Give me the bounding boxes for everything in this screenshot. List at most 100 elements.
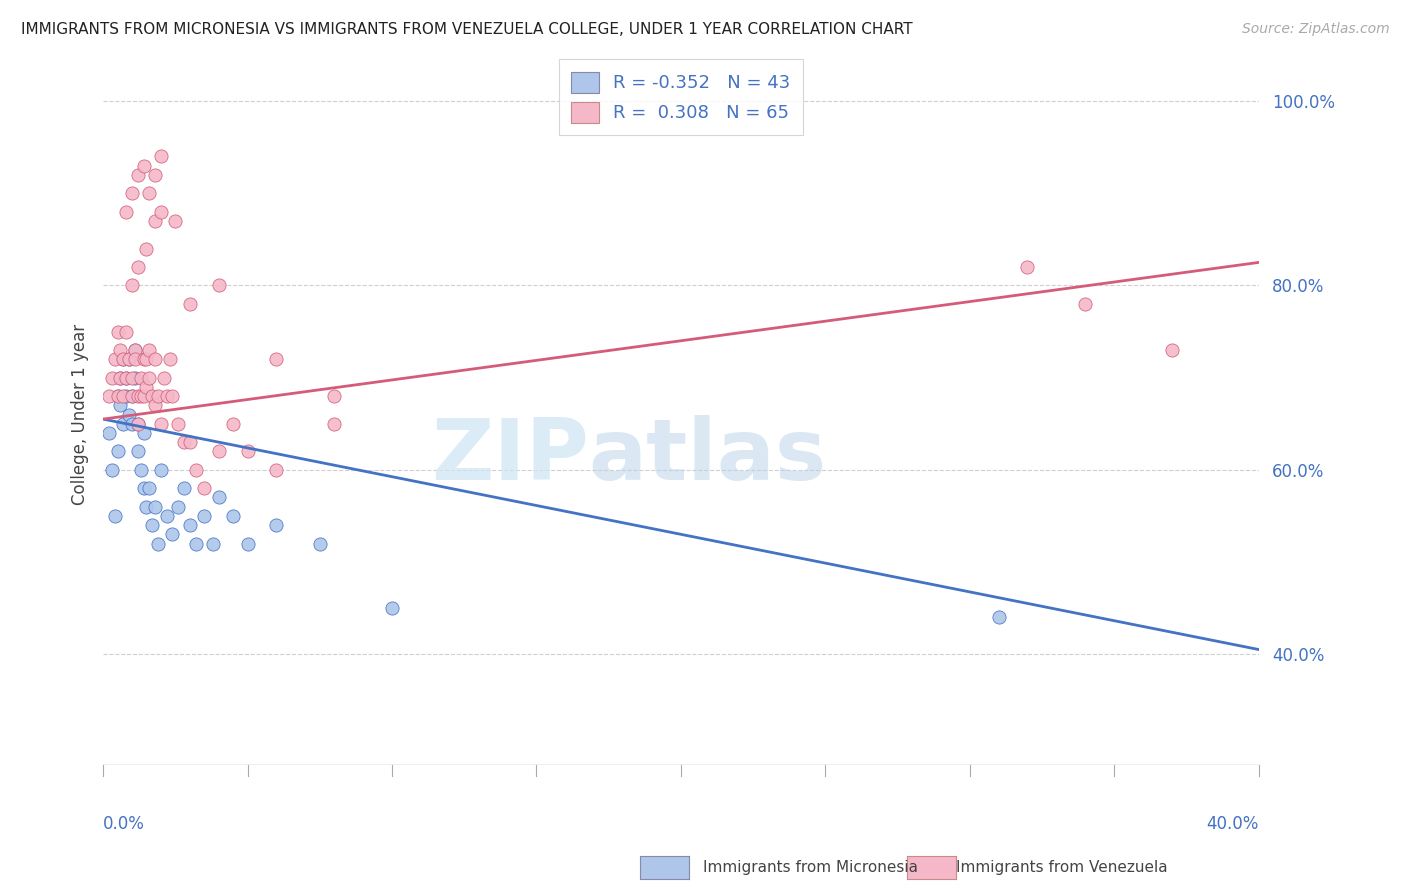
Point bbox=[173, 481, 195, 495]
Point bbox=[124, 352, 146, 367]
Point bbox=[266, 463, 288, 477]
Point bbox=[323, 389, 346, 403]
Point bbox=[143, 168, 166, 182]
Point bbox=[129, 389, 152, 403]
Point bbox=[143, 500, 166, 514]
Point bbox=[138, 186, 160, 201]
Point bbox=[156, 389, 179, 403]
Point bbox=[162, 389, 184, 403]
Point bbox=[127, 260, 149, 274]
Text: Immigrants from Micronesia: Immigrants from Micronesia bbox=[703, 860, 918, 874]
Point bbox=[132, 481, 155, 495]
Point bbox=[127, 444, 149, 458]
Point bbox=[124, 370, 146, 384]
Point bbox=[179, 518, 201, 533]
Text: Source: ZipAtlas.com: Source: ZipAtlas.com bbox=[1241, 22, 1389, 37]
Point bbox=[132, 425, 155, 440]
Point bbox=[266, 352, 288, 367]
Point bbox=[121, 389, 143, 403]
Point bbox=[129, 463, 152, 477]
Point bbox=[121, 417, 143, 431]
Point bbox=[112, 352, 135, 367]
Point bbox=[222, 417, 245, 431]
Point bbox=[118, 408, 141, 422]
Point bbox=[159, 352, 181, 367]
Point bbox=[208, 444, 231, 458]
Point bbox=[118, 352, 141, 367]
Point bbox=[222, 508, 245, 523]
Point bbox=[201, 536, 224, 550]
Point bbox=[146, 536, 169, 550]
Point bbox=[193, 481, 215, 495]
Point bbox=[121, 370, 143, 384]
Point bbox=[1161, 343, 1184, 357]
Point bbox=[236, 444, 259, 458]
Point bbox=[381, 601, 404, 615]
Point bbox=[135, 352, 157, 367]
Point bbox=[110, 370, 132, 384]
Point bbox=[167, 417, 190, 431]
Point bbox=[149, 417, 172, 431]
Point bbox=[104, 352, 127, 367]
Text: Immigrants from Venezuela: Immigrants from Venezuela bbox=[956, 860, 1168, 874]
Legend: R = -0.352   N = 43, R =  0.308   N = 65: R = -0.352 N = 43, R = 0.308 N = 65 bbox=[558, 60, 803, 136]
Point bbox=[141, 518, 163, 533]
Text: ZIP: ZIP bbox=[430, 415, 589, 498]
Point bbox=[146, 389, 169, 403]
Point bbox=[135, 242, 157, 256]
Point bbox=[141, 389, 163, 403]
Point bbox=[184, 536, 207, 550]
Point bbox=[179, 297, 201, 311]
Point bbox=[149, 204, 172, 219]
Point bbox=[97, 425, 120, 440]
Point bbox=[152, 370, 174, 384]
Point bbox=[208, 278, 231, 293]
Text: atlas: atlas bbox=[589, 415, 827, 498]
Point bbox=[165, 214, 187, 228]
Point bbox=[323, 417, 346, 431]
Point bbox=[173, 435, 195, 450]
Point bbox=[1074, 297, 1097, 311]
Point bbox=[112, 352, 135, 367]
Point bbox=[127, 417, 149, 431]
Point bbox=[143, 398, 166, 412]
Point bbox=[143, 214, 166, 228]
Point bbox=[138, 481, 160, 495]
Point bbox=[149, 463, 172, 477]
Point bbox=[118, 352, 141, 367]
Y-axis label: College, Under 1 year: College, Under 1 year bbox=[72, 324, 89, 505]
Point bbox=[124, 343, 146, 357]
Text: 0.0%: 0.0% bbox=[103, 815, 145, 833]
Point bbox=[135, 380, 157, 394]
Point bbox=[115, 370, 138, 384]
Point bbox=[107, 444, 129, 458]
Point bbox=[124, 343, 146, 357]
Point bbox=[107, 389, 129, 403]
Point bbox=[987, 610, 1010, 624]
Point bbox=[184, 463, 207, 477]
Point bbox=[127, 168, 149, 182]
Point bbox=[115, 325, 138, 339]
Point bbox=[97, 389, 120, 403]
Point bbox=[143, 352, 166, 367]
Point bbox=[110, 398, 132, 412]
Point bbox=[138, 343, 160, 357]
Point bbox=[115, 370, 138, 384]
Point bbox=[127, 389, 149, 403]
Point bbox=[107, 325, 129, 339]
Point bbox=[115, 204, 138, 219]
Point bbox=[121, 389, 143, 403]
Point bbox=[149, 149, 172, 163]
Point bbox=[101, 370, 124, 384]
Point bbox=[162, 527, 184, 541]
Point bbox=[112, 417, 135, 431]
Point bbox=[129, 370, 152, 384]
Point bbox=[208, 491, 231, 505]
Point bbox=[179, 435, 201, 450]
Point bbox=[110, 370, 132, 384]
Point bbox=[167, 500, 190, 514]
Point bbox=[110, 343, 132, 357]
Point bbox=[104, 508, 127, 523]
Point bbox=[156, 508, 179, 523]
Text: 40.0%: 40.0% bbox=[1206, 815, 1258, 833]
